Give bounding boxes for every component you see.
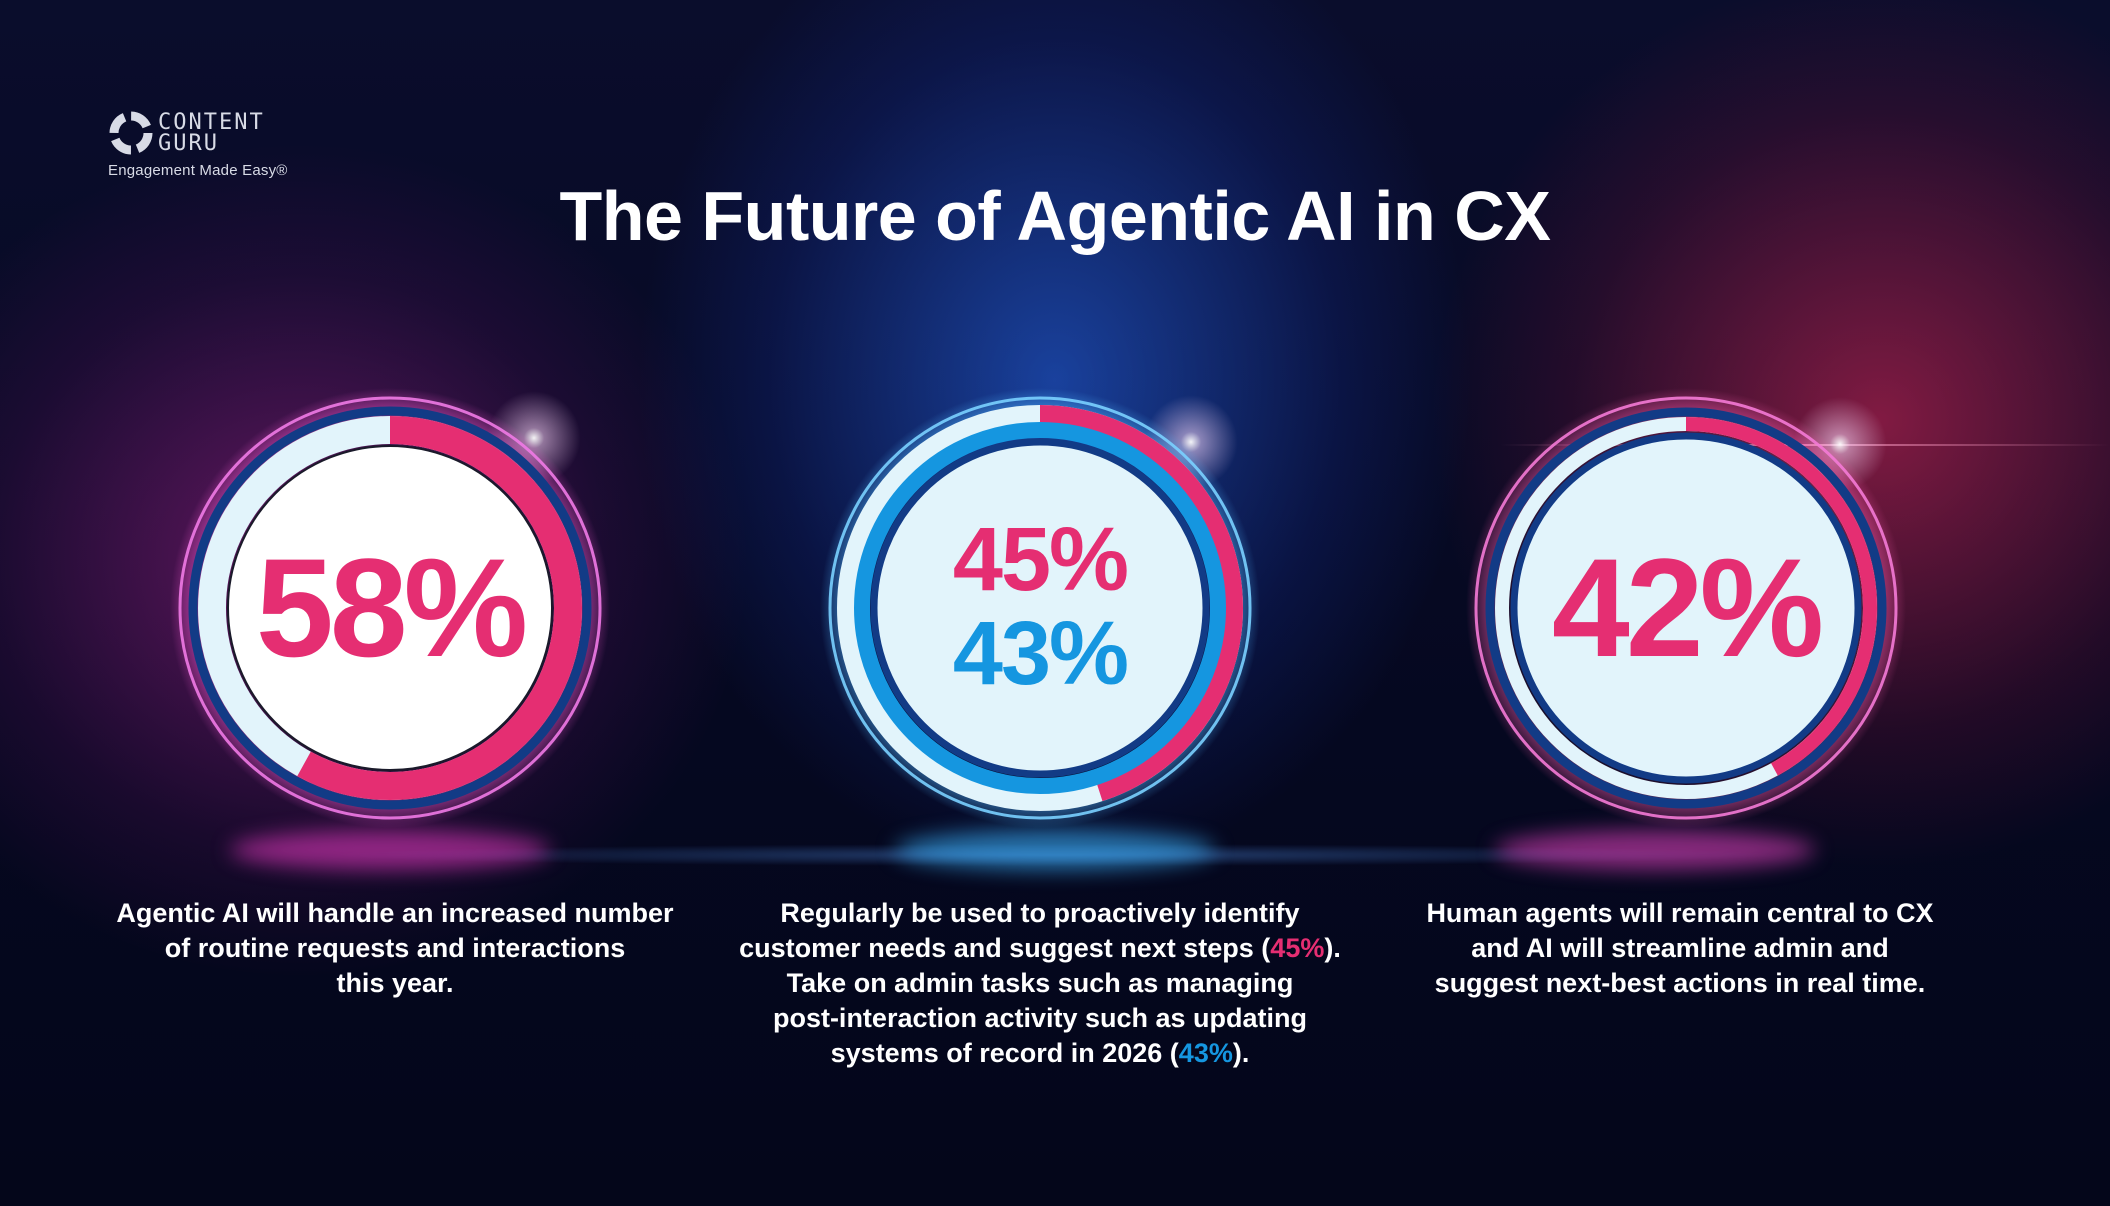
description-text: customer needs and suggest next steps ( [739,933,1271,963]
progress-arc-left [198,416,582,800]
description-line: Take on admin tasks such as managing [786,968,1294,998]
progress-ring-left [170,388,610,828]
progress-arc-center [837,405,1243,811]
stat-ring-45-43: 45% 43% [820,388,1260,828]
description-text: systems of record in 2026 ( [830,1038,1179,1068]
logo-brand-line1: CONTENT [158,110,265,135]
stat-description-58: Agentic AI will handle an increased numb… [80,896,710,1001]
description-line: customer needs and suggest next steps (4… [700,931,1380,966]
logo-ring-icon [109,111,153,155]
stat-description-42: Human agents will remain central to CX a… [1380,896,1980,1001]
description-line: Regularly be used to proactively identif… [780,898,1300,928]
page-title: The Future of Agentic AI in CX [559,177,1551,255]
description-line: and AI will streamline admin and [1471,933,1889,963]
description-line: post-interaction activity such as updati… [772,1003,1308,1033]
stat-value-42: 42% [1551,529,1824,686]
stat-ring-58: 58% [170,388,610,828]
spotlight-left [230,830,550,870]
content-guru-logo: CONTENT GURU Engagement Made Easy® [108,110,288,179]
progress-ring-center [820,388,1260,828]
progress-arc-right [1495,417,1877,799]
stat-value-43: 43% [952,604,1129,704]
stat-value-58: 58% [255,529,528,686]
spotlight-center [895,830,1215,870]
description-line: of routine requests and interactions [164,933,626,963]
logo-brand-line2: GURU [158,131,219,156]
description-text: ). [1232,1038,1250,1068]
spotlight-right [1495,830,1815,870]
stat-description-45-43: Regularly be used to proactively identif… [700,896,1380,1071]
stat-ring-42: 42% [1466,388,1906,828]
highlight-43: 43% [1178,1038,1233,1068]
description-line: systems of record in 2026 (43%). [700,1036,1380,1071]
highlight-45: 45% [1270,933,1325,963]
description-line: this year. [336,968,454,998]
logo-tagline: Engagement Made Easy® [108,162,288,179]
stat-value-45: 45% [952,510,1129,611]
progress-ring-right [1466,388,1906,828]
description-line: Human agents will remain central to CX [1426,898,1934,928]
description-line: Agentic AI will handle an increased numb… [116,898,674,928]
description-text: ). [1324,933,1341,963]
description-line: suggest next-best actions in real time. [1434,968,1926,998]
